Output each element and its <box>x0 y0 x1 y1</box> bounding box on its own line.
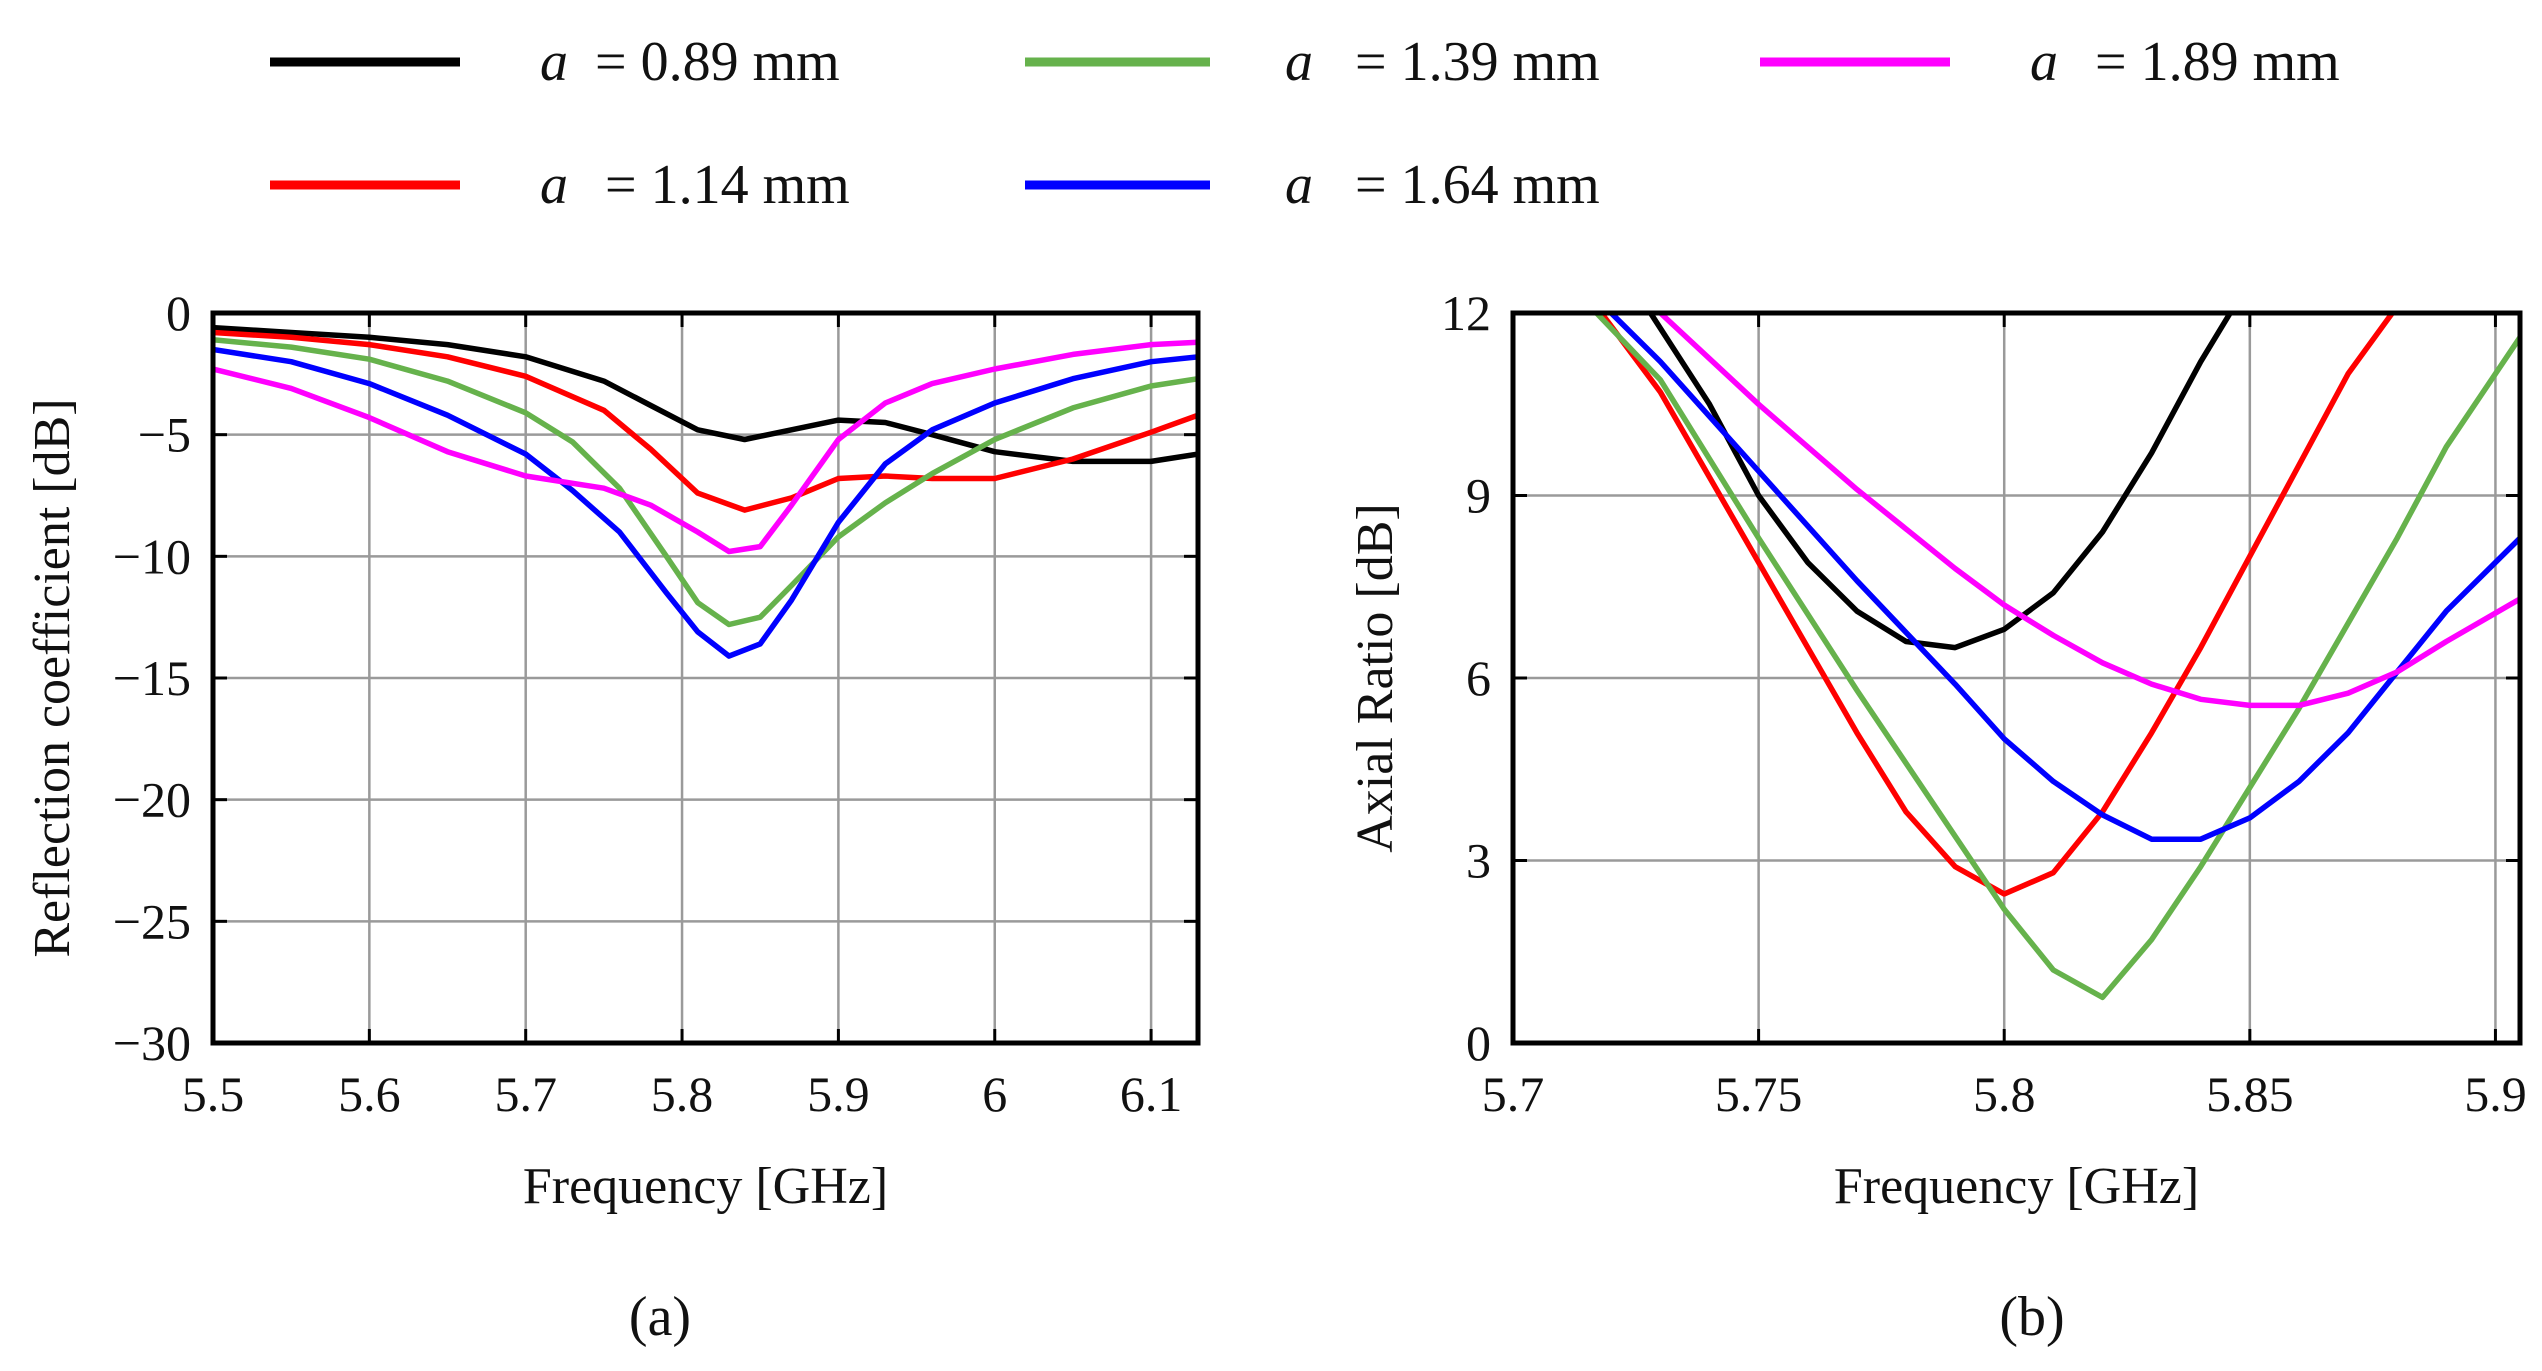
panel-label: (a) <box>629 1286 691 1348</box>
y-axis-title: Axial Ratio [dB] <box>1347 503 1404 853</box>
x-tick-label: 5.7 <box>494 1066 557 1122</box>
y-axis-title: Reflection coefficient [dB] <box>24 398 81 957</box>
series-line <box>213 324 1198 465</box>
series-line <box>1593 313 2520 1001</box>
x-axis-title: Frequency [GHz] <box>1834 1158 2199 1215</box>
legend-entry: a = 1.39 mm <box>1025 31 1600 93</box>
legend-entry: a = 1.64 mm <box>1025 154 1600 216</box>
series-line <box>1657 313 2520 709</box>
series-line <box>1608 313 2520 842</box>
y-tick-label: −15 <box>113 650 191 706</box>
legend-variable: a <box>1285 31 1313 93</box>
x-tick-label: 5.5 <box>182 1066 245 1122</box>
y-tick-label: 0 <box>166 285 191 341</box>
series-line <box>213 329 1198 513</box>
x-tick-label: 5.9 <box>2464 1066 2527 1122</box>
y-tick-label: −25 <box>113 893 191 949</box>
y-tick-label: 3 <box>1466 833 1491 889</box>
y-tick-label: −5 <box>138 407 191 463</box>
series-line <box>1647 313 2233 651</box>
panel-a-reflection-chart: 5.5 5.6 5.7 5.8 5.9 6 6.1 0 −5 −10 −15 −20 −25 −30 Fre… <box>24 285 1201 1348</box>
series-line <box>213 346 1198 659</box>
legend-variable: a <box>1285 154 1313 216</box>
y-tick-label: 12 <box>1441 285 1491 341</box>
y-tick-label: 9 <box>1466 468 1491 524</box>
legend-text: = 1.39 mm <box>1355 31 1600 93</box>
panel-b-axial-ratio-chart: 5.7 5.75 5.8 5.85 5.9 0 3 6 9 12 Frequency [GHz] Ax… <box>1347 285 2527 1348</box>
x-tick-label: 5.7 <box>1482 1066 1545 1122</box>
series-group <box>213 324 1198 659</box>
y-tick-label: −20 <box>113 772 191 828</box>
legend-variable: a <box>540 31 568 93</box>
x-tick-label: 6.1 <box>1120 1066 1183 1122</box>
y-tick-label: 6 <box>1466 650 1491 706</box>
legend-variable: a <box>540 154 568 216</box>
y-tick-label: 0 <box>1466 1015 1491 1071</box>
legend-text: = 1.14 mm <box>605 154 850 216</box>
x-tick-label: 5.8 <box>1973 1066 2036 1122</box>
series-group <box>1593 313 2520 1001</box>
x-tick-label: 5.75 <box>1715 1066 1803 1122</box>
legend-text: = 0.89 mm <box>595 31 840 93</box>
legend: a = 0.89 mm a = 1.14 mm a = 1.39 mm a = 1.64 mm… <box>270 31 2340 216</box>
series-line <box>213 339 1198 555</box>
panel-label: (b) <box>1999 1286 2064 1348</box>
x-axis-title: Frequency [GHz] <box>523 1158 888 1215</box>
y-tick-label: −30 <box>113 1015 191 1071</box>
series-line <box>1598 313 2396 897</box>
series-line <box>213 337 1198 628</box>
gridlines <box>1511 311 2520 1045</box>
legend-entry: a = 1.14 mm <box>270 154 850 216</box>
gridlines <box>211 311 1198 1045</box>
legend-entry: a = 1.89 mm <box>1760 31 2340 93</box>
legend-text: = 1.89 mm <box>2095 31 2340 93</box>
y-tick-label: −10 <box>113 528 191 584</box>
x-tick-label: 5.85 <box>2206 1066 2294 1122</box>
x-tick-label: 5.6 <box>338 1066 401 1122</box>
legend-text: = 1.64 mm <box>1355 154 1600 216</box>
legend-entry: a = 0.89 mm <box>270 31 840 93</box>
legend-variable: a <box>2030 31 2058 93</box>
x-tick-label: 5.8 <box>651 1066 714 1122</box>
x-tick-label: 5.9 <box>807 1066 870 1122</box>
x-tick-label: 6 <box>982 1066 1007 1122</box>
